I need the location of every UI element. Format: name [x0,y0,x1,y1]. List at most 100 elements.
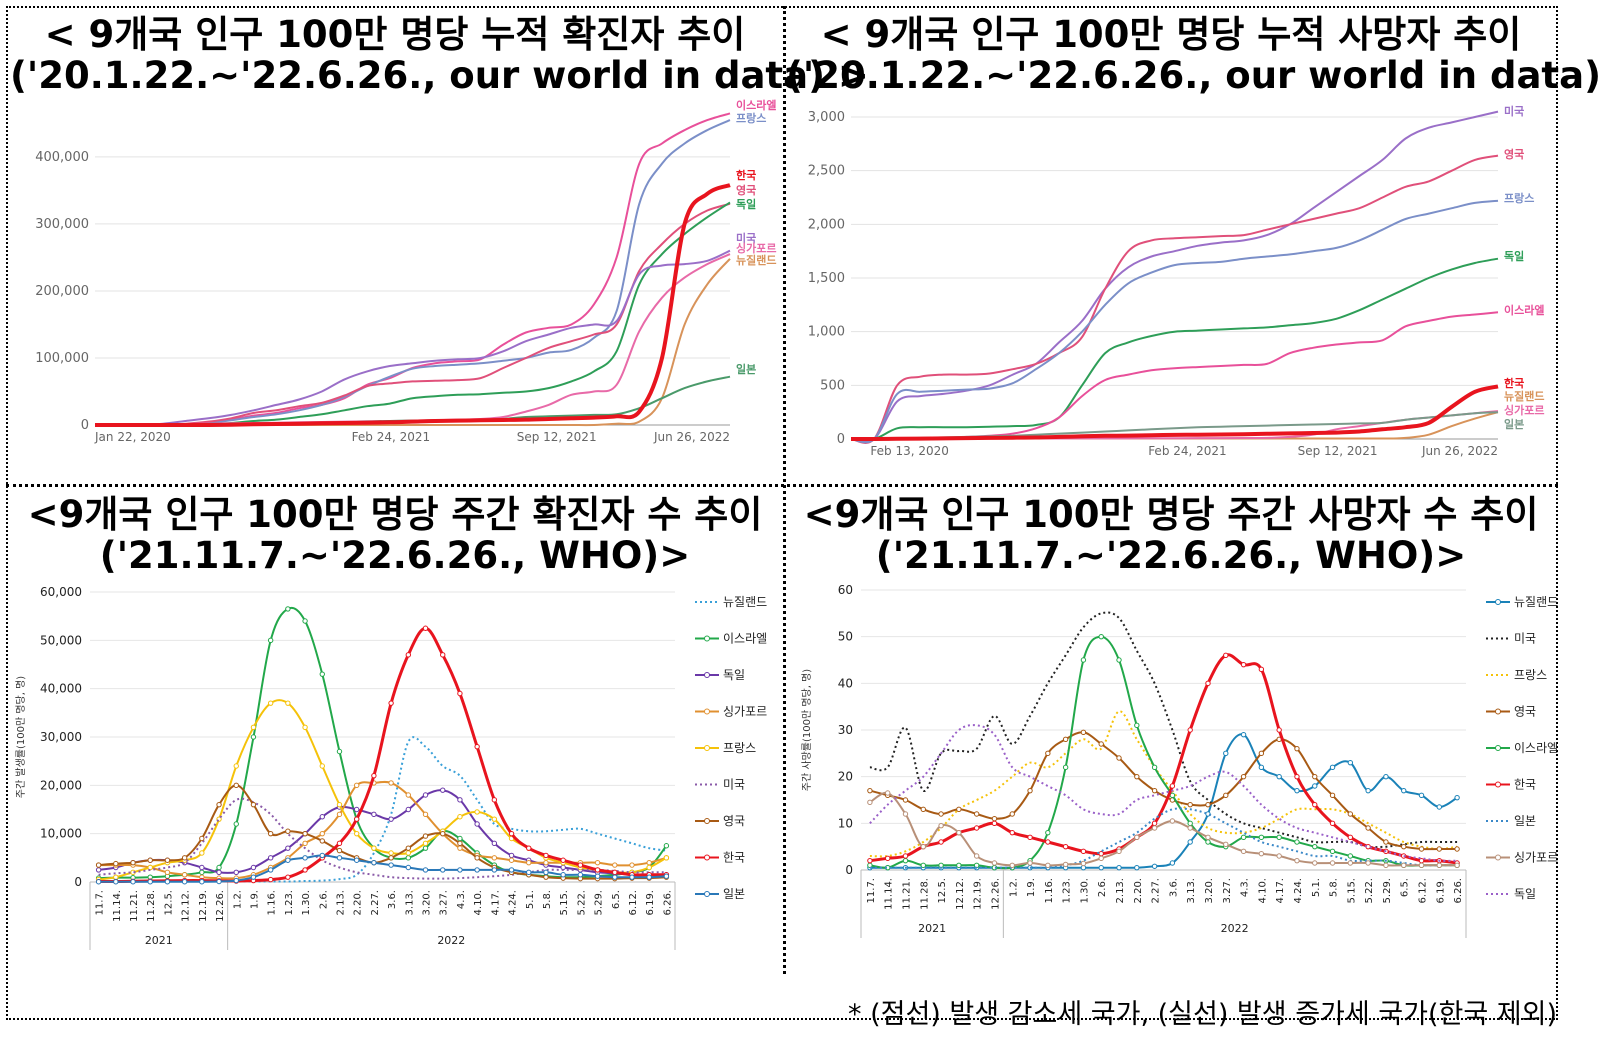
series-label: 미국 [736,231,756,245]
data-point [353,830,360,837]
legend-marker [704,818,710,824]
data-point [95,867,102,873]
series-line-싱가포르 [869,791,1458,867]
data-point [1383,839,1389,845]
weekly-deaths-chart: 0 10 20 30 40 50 60 주간 사망률(100만 명당, 명) 11.7. 11.1… [801,583,1558,938]
data-point [1151,863,1158,869]
series-line-독일 [95,201,731,427]
y-tick-label: 60,000 [40,585,82,599]
data-point [1347,834,1354,841]
data-point [1240,731,1247,738]
data-point [1240,848,1247,855]
legend-label: 싱가포르 [1514,851,1558,865]
data-point [267,867,274,873]
data-point [1062,861,1069,868]
data-point [1329,860,1336,866]
data-point [594,867,601,873]
data-point [181,872,188,878]
data-point [1080,848,1087,855]
data-point [1294,773,1300,780]
data-point [199,835,205,842]
data-point [612,862,618,868]
x-tick-label: 4.24. [508,890,519,915]
data-point [302,830,308,837]
data-point [1383,862,1389,869]
legend-label: 이스라엘 [1514,741,1558,755]
data-point [956,806,962,813]
data-point [1329,764,1336,771]
data-point [1027,834,1033,841]
data-point [233,763,239,769]
series-line-이스라엘 [95,112,731,427]
series-label: 한국 [1504,376,1524,390]
series-line-미국 [850,110,1499,443]
series-label: 한국 [736,168,756,182]
data-point [474,867,480,873]
data-point [1187,727,1193,733]
data-point [440,787,446,793]
legend-label: 미국 [723,778,745,792]
data-point [491,797,498,803]
data-point [336,801,343,808]
x-tick-label: 3.20. [1204,878,1215,903]
data-point [1276,727,1282,733]
data-point [371,845,377,851]
x-tick-label: 6.26. [1453,878,1464,903]
data-point [629,862,635,868]
data-point [457,797,463,803]
data-point [920,862,926,869]
data-point [1187,839,1193,845]
data-point [1329,848,1336,855]
data-point [594,873,601,879]
data-point [302,840,308,847]
data-point [474,855,480,861]
y-tick-label: 30,000 [40,730,82,744]
data-point [1205,680,1211,687]
x-tick-label: 1.23. [284,890,295,915]
data-point [267,830,274,837]
data-point [938,811,944,817]
chart1-title: < 9개국 인구 100만 명당 누적 확진자 추이 [44,13,746,56]
x-tick-label: 6.12. [628,890,639,915]
legend-label: 일본 [1514,814,1536,828]
data-point [440,652,446,658]
x-tick-label: 11.28. [919,878,930,910]
data-point [902,857,909,864]
legend-label: 영국 [723,814,745,828]
y-tick-label: 0 [837,432,845,447]
data-point [629,874,635,880]
series-line-한국 [95,183,731,428]
data-point [250,801,257,808]
data-point [302,867,308,873]
legend-marker [1495,781,1501,788]
data-point [1187,820,1193,827]
data-point [1240,773,1247,780]
data-point [1418,846,1425,852]
y-tick-label: 0 [845,863,853,877]
data-point [1134,773,1140,780]
x-tick-label: 1.9. [249,890,260,909]
data-point [319,838,325,844]
x-tick-label: 3.13. [404,890,415,915]
data-point [508,867,515,873]
data-point [1436,862,1443,869]
y-tick-label: 60 [838,583,853,597]
y-tick-label: 10,000 [40,827,82,841]
data-point [457,835,463,842]
chart3-subtitle: ('21.11.7.~'22.6.26., WHO)> [99,534,691,578]
data-point [1401,862,1407,869]
data-point [199,869,205,876]
data-point [663,873,670,879]
data-point [1240,834,1247,841]
legend-marker [704,891,710,897]
data-point [1418,792,1425,799]
legend-label: 영국 [1514,705,1536,719]
data-point [902,811,909,817]
data-point [130,859,136,866]
x-tick-label: 6.5. [611,890,622,909]
data-point [285,606,291,612]
x-tick-label: 12.19. [198,890,209,922]
data-point [1045,862,1051,869]
data-point [388,780,394,786]
legend-label: 싱가포르 [723,705,767,719]
